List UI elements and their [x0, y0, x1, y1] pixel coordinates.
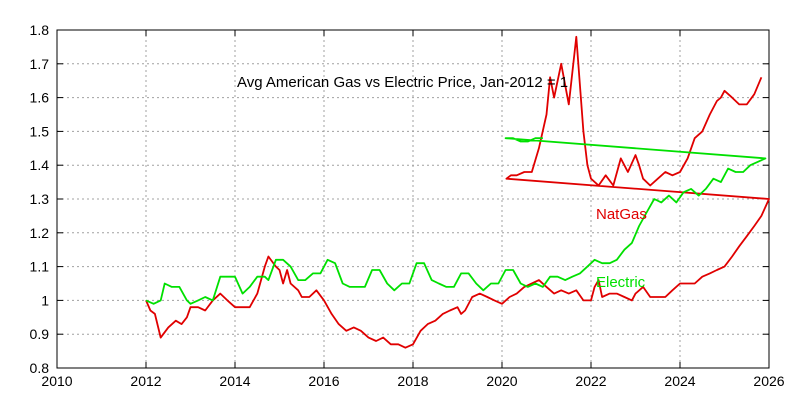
- series-lines: [145, 35, 770, 349]
- grid: [57, 30, 769, 368]
- x-tick-label: 2018: [397, 373, 428, 389]
- x-tick-label: 2022: [575, 373, 606, 389]
- x-tick-label: 2026: [753, 373, 784, 389]
- series-label-electric: Electric: [596, 274, 646, 291]
- x-tick-label: 2020: [486, 373, 517, 389]
- chart-title: Avg American Gas vs Electric Price, Jan-…: [237, 74, 568, 91]
- x-tick-label: 2014: [219, 373, 250, 389]
- axis-ticks: 2010 2012 2014 2016 2018 2020 2022 2024 2026 0.8 0…: [30, 22, 785, 389]
- series-label-natgas: NatGas: [596, 206, 647, 223]
- y-tick-label: 1.6: [30, 90, 50, 106]
- y-tick-label: 1.3: [30, 191, 50, 207]
- y-tick-label: 1.8: [30, 22, 50, 38]
- y-tick-label: 0.9: [30, 326, 50, 342]
- y-tick-label: 1.1: [30, 259, 50, 275]
- x-tick-label: 2010: [41, 373, 72, 389]
- x-tick-label: 2012: [130, 373, 161, 389]
- y-tick-label: 1.2: [30, 225, 50, 241]
- y-tick-label: 1.7: [30, 56, 50, 72]
- x-tick-label: 2024: [664, 373, 695, 389]
- y-tick-label: 1.5: [30, 123, 50, 139]
- y-tick-label: 1.4: [30, 157, 50, 173]
- series-line-electric: [145, 137, 767, 305]
- series-labels: NatGas Electric: [596, 206, 647, 291]
- y-tick-label: 0.8: [30, 360, 50, 376]
- series-line-natgas: [145, 35, 770, 349]
- x-tick-label: 2016: [308, 373, 339, 389]
- y-tick-label: 1: [41, 292, 49, 308]
